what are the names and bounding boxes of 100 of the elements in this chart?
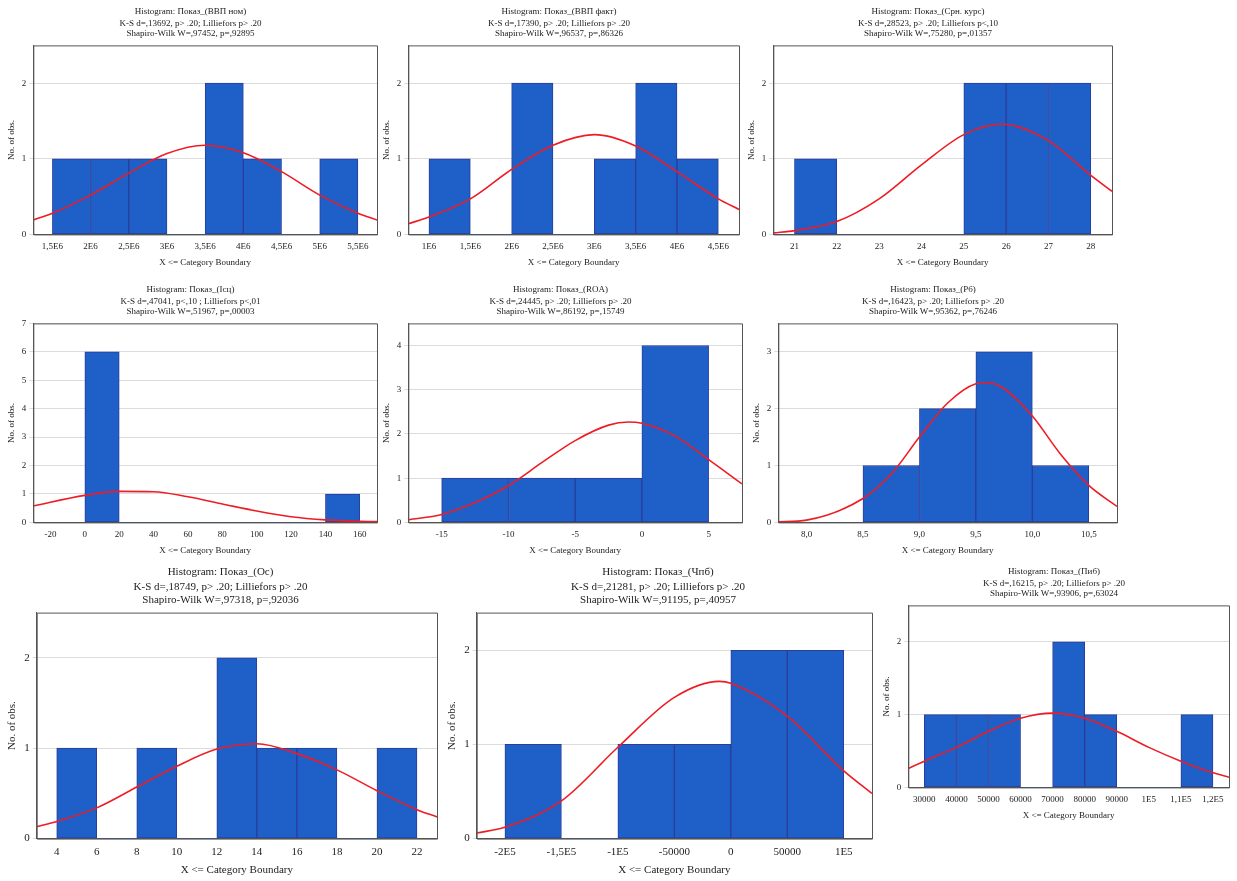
x-tick-label: 2,5E6 bbox=[542, 241, 565, 252]
x-tick-label: 4E6 bbox=[669, 241, 685, 252]
x-tick-label: 60 bbox=[183, 529, 193, 540]
x-tick-label: 25 bbox=[959, 241, 969, 252]
x-tick-label: 5E6 bbox=[312, 241, 328, 252]
x-tick-label: 1E5 bbox=[1141, 794, 1157, 805]
y-tick-label: 2 bbox=[761, 77, 767, 88]
x-tick-label: 8 bbox=[134, 845, 141, 858]
chart-subtitle: K-S d=,21281, p> .20; Lilliefors p> .20 bbox=[571, 579, 746, 592]
y-tick-label: 0 bbox=[21, 228, 27, 239]
y-tick-label: 2 bbox=[396, 77, 402, 88]
y-tick-label: 0 bbox=[24, 831, 31, 844]
x-tick-label: 70000 bbox=[1041, 794, 1065, 805]
y-tick-label: 0 bbox=[464, 831, 471, 844]
chart-title: Histogram: Показ_(Чпб) bbox=[602, 565, 715, 579]
y-axis-title: No. of obs. bbox=[445, 700, 458, 751]
x-axis-title: X <= Category Boundary bbox=[180, 863, 294, 876]
y-tick-label: 1 bbox=[396, 472, 402, 483]
x-tick-label: 10,0 bbox=[1024, 529, 1041, 540]
x-tick-label: 22 bbox=[832, 241, 842, 252]
x-tick-label: 4,5E6 bbox=[707, 241, 730, 252]
y-tick-label: 4 bbox=[21, 403, 27, 414]
x-tick-label: 2E6 bbox=[504, 241, 520, 252]
chart-title: Histogram: Показ_(ROA) bbox=[512, 283, 609, 294]
x-axis-title: X <= Category Boundary bbox=[896, 256, 990, 267]
y-tick-label: 0 bbox=[896, 781, 902, 792]
text: Shapiro-Wilk W=,95362, p=,76246 bbox=[869, 306, 998, 317]
y-tick-label: 0 bbox=[766, 516, 772, 527]
y-tick-label: 3 bbox=[21, 431, 27, 442]
x-tick-label: 12 bbox=[211, 845, 223, 858]
x-axis-title: X <= Category Boundary bbox=[1022, 809, 1116, 820]
x-tick-label: 80000 bbox=[1073, 794, 1097, 805]
y-axis-title: No. of obs. bbox=[880, 676, 891, 717]
x-tick-label: 1,5E6 bbox=[41, 241, 64, 252]
x-tick-label: -1,5E5 bbox=[546, 845, 577, 858]
x-axis-title: X <= Category Boundary bbox=[529, 544, 622, 555]
y-tick-label: 3 bbox=[396, 384, 402, 395]
text: Shapiro-Wilk W=,97452, p=,92895 bbox=[126, 28, 255, 39]
x-tick-label: 40 bbox=[149, 529, 159, 540]
chart-title: Histogram: Показ_(ВВП ном) bbox=[134, 5, 247, 16]
x-tick-label: 160 bbox=[353, 529, 368, 540]
x-tick-label: 80 bbox=[217, 529, 228, 540]
x-tick-label: 0 bbox=[639, 529, 645, 540]
x-tick-label: 4E6 bbox=[236, 241, 252, 252]
x-axis-title: X <= Category Boundary bbox=[159, 256, 252, 267]
chart-subtitle: K-S d=,47041, p<,10 ; Lilliefors p<,01 bbox=[120, 295, 261, 306]
x-tick-label: 2,5E6 bbox=[118, 241, 140, 252]
y-axis-title: No. of obs. bbox=[5, 402, 16, 443]
x-axis-title: X <= Category Boundary bbox=[159, 544, 252, 555]
x-tick-label: 23 bbox=[874, 241, 885, 252]
chart-subtitle: K-S d=,17390, p> .20; Lilliefors p> .20 bbox=[487, 17, 631, 28]
y-tick-label: 7 bbox=[21, 317, 27, 328]
x-tick-label: 4,5E6 bbox=[270, 241, 293, 252]
chart-subtitle: K-S d=,13692, p> .20; Lilliefors p> .20 bbox=[119, 17, 263, 28]
x-tick-label: 28 bbox=[1086, 241, 1096, 252]
x-tick-label: 0 bbox=[728, 845, 735, 858]
x-tick-label: 1,5E6 bbox=[459, 241, 482, 252]
x-tick-label: 16 bbox=[291, 845, 303, 858]
y-axis-title: No. of obs. bbox=[5, 700, 18, 751]
y-tick-label: 1 bbox=[464, 737, 470, 750]
y-tick-label: 1 bbox=[766, 459, 772, 470]
x-tick-label: 14 bbox=[251, 845, 263, 858]
x-tick-label: 3E6 bbox=[159, 241, 175, 252]
y-tick-label: 1 bbox=[24, 741, 30, 754]
y-axis-title: No. of obs. bbox=[5, 119, 16, 160]
x-tick-label: 100 bbox=[249, 529, 264, 540]
x-tick-label: 27 bbox=[1043, 241, 1054, 252]
x-tick-label: 30000 bbox=[913, 794, 937, 805]
text: Shapiro-Wilk W=,93906, p=,63024 bbox=[990, 588, 1119, 599]
text: Shapiro-Wilk W=,91195, p=,40957 bbox=[580, 592, 737, 605]
x-axis-title: X <= Category Boundary bbox=[618, 863, 731, 876]
x-tick-label: 3E6 bbox=[587, 241, 603, 252]
y-tick-label: 2 bbox=[24, 650, 30, 663]
x-tick-label: 24 bbox=[916, 241, 927, 252]
x-tick-label: -1E5 bbox=[607, 845, 630, 858]
x-tick-label: 120 bbox=[284, 529, 299, 540]
text: Shapiro-Wilk W=,51967, p=,00003 bbox=[126, 306, 255, 317]
chart-subtitle: K-S d=,18749, p> .20; Lilliefors p> .20 bbox=[133, 579, 308, 592]
x-tick-label: 22 bbox=[411, 845, 423, 858]
y-tick-label: 2 bbox=[396, 428, 402, 439]
y-tick-label: 0 bbox=[396, 516, 402, 527]
chart-title: Histogram: Показ_(Ос) bbox=[167, 565, 274, 579]
chart-title: Histogram: Показ_(ВВП факт) bbox=[501, 5, 617, 16]
x-tick-label: 50000 bbox=[977, 794, 1001, 805]
x-tick-label: 140 bbox=[318, 529, 333, 540]
x-tick-label: 1E6 bbox=[421, 241, 437, 252]
x-tick-label: 2E6 bbox=[83, 241, 99, 252]
x-tick-label: 0 bbox=[82, 529, 88, 540]
y-tick-label: 1 bbox=[396, 153, 402, 164]
chart-title: Histogram: Показ_(Срн. курс) bbox=[871, 5, 985, 16]
x-tick-label: 10 bbox=[171, 845, 183, 858]
y-axis-title: No. of obs. bbox=[380, 119, 391, 160]
y-tick-label: 0 bbox=[761, 228, 767, 239]
x-tick-label: -20 bbox=[44, 529, 57, 540]
x-tick-label: -15 bbox=[435, 529, 449, 540]
text: Shapiro-Wilk W=,96537, p=,86326 bbox=[495, 28, 624, 39]
chart-title: Histogram: Показ_(Рб) bbox=[890, 283, 976, 294]
text: Shapiro-Wilk W=,86192, p=,15749 bbox=[496, 306, 625, 317]
chart-title: Histogram: Показ_(Ісц) bbox=[146, 283, 235, 294]
chart-subtitle: K-S d=,28523, p> .20; Lilliefors p<,10 bbox=[858, 17, 999, 28]
